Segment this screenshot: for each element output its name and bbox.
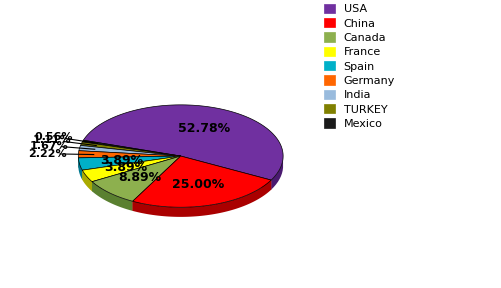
Text: 3.89%: 3.89% [104,161,147,174]
Polygon shape [180,156,271,190]
Polygon shape [92,156,180,191]
Text: 52.78%: 52.78% [177,122,229,135]
Polygon shape [271,158,283,190]
Polygon shape [92,156,180,201]
Polygon shape [92,156,180,191]
Legend: USA, China, Canada, France, Spain, Germany, India, TURKEY, Mexico: USA, China, Canada, France, Spain, Germa… [323,4,394,129]
Polygon shape [132,156,180,211]
Polygon shape [180,156,271,190]
Polygon shape [78,151,180,158]
Text: 0.56%: 0.56% [34,132,73,142]
Polygon shape [82,156,180,180]
Polygon shape [78,158,82,180]
Polygon shape [92,182,132,211]
Polygon shape [82,156,180,180]
Polygon shape [132,156,271,207]
Polygon shape [83,105,283,180]
Text: 25.00%: 25.00% [172,178,224,191]
Polygon shape [78,156,180,168]
Polygon shape [132,156,180,211]
Polygon shape [79,145,180,156]
Polygon shape [80,142,180,156]
Text: 2.22%: 2.22% [28,149,67,159]
Text: 1.67%: 1.67% [30,141,69,151]
Polygon shape [132,180,271,217]
Polygon shape [82,140,180,156]
Polygon shape [82,170,92,191]
Text: 1.11%: 1.11% [32,135,71,145]
Text: 8.89%: 8.89% [118,171,161,184]
Polygon shape [82,156,180,182]
Polygon shape [78,156,180,170]
Text: 3.89%: 3.89% [100,154,143,167]
Polygon shape [78,156,180,168]
